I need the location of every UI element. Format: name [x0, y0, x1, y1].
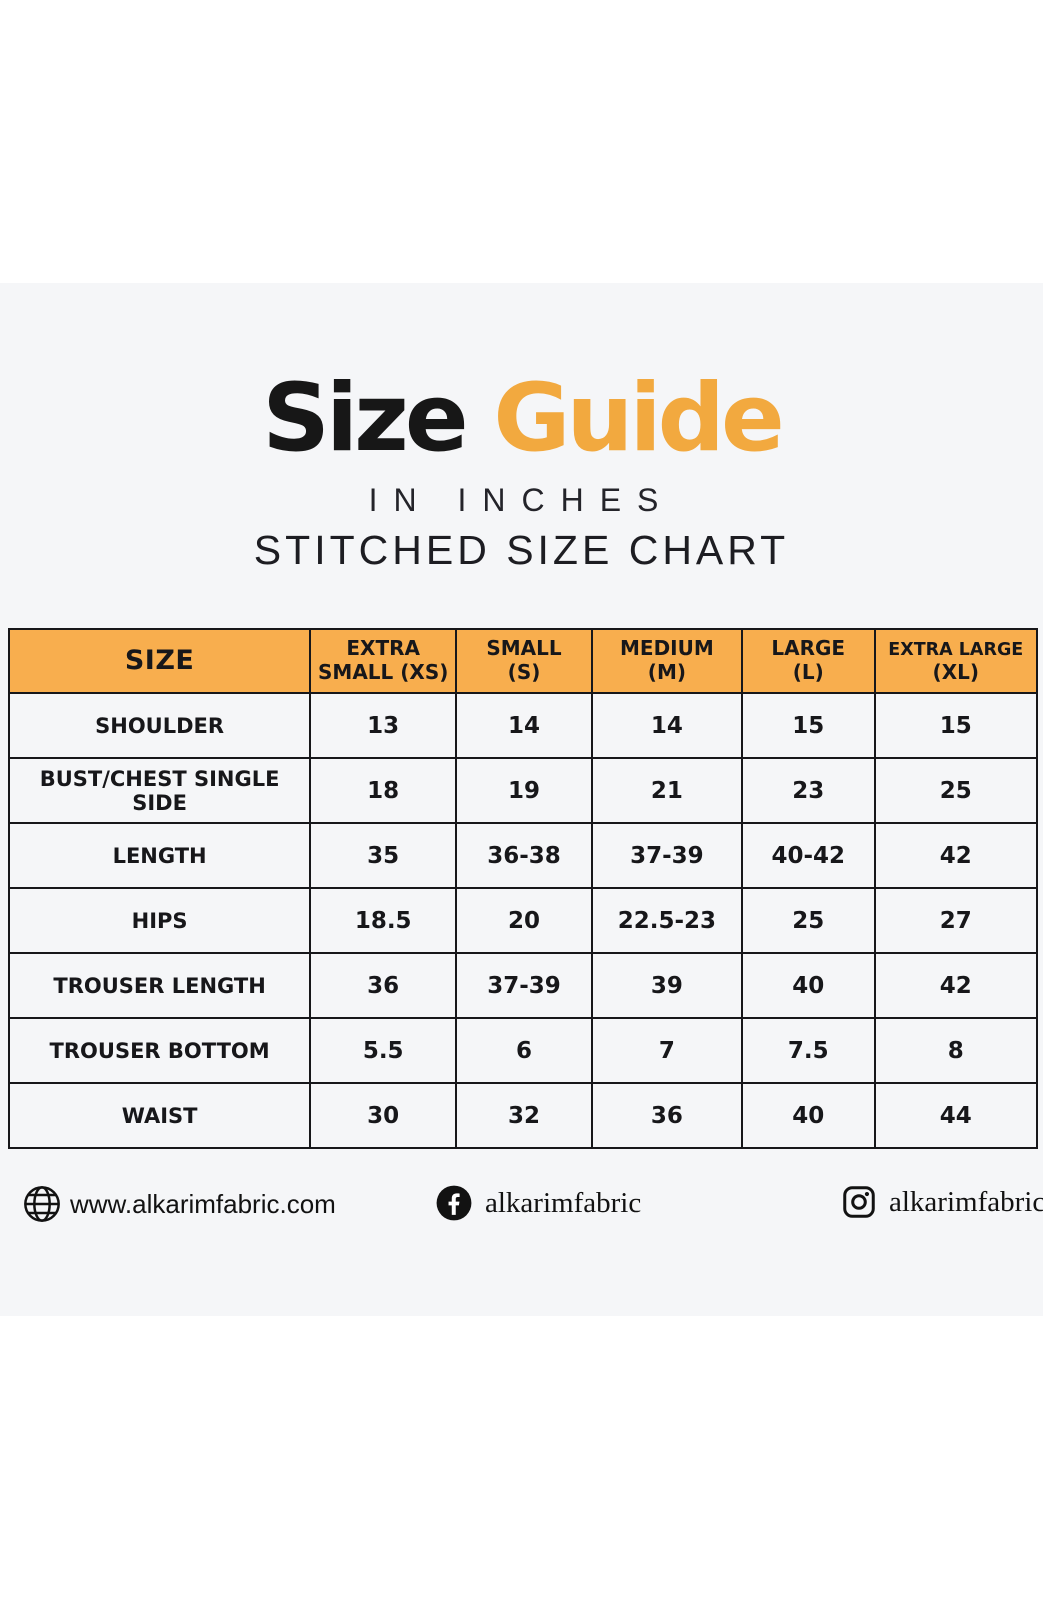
website-url: www.alkarimfabric.com [70, 1188, 336, 1219]
cell-value: 30 [309, 1082, 458, 1149]
instagram-icon [843, 1186, 875, 1218]
page-title: Size Guide [0, 372, 1043, 466]
cell-value: 5.5 [309, 1017, 458, 1084]
cell-value: 14 [590, 692, 743, 759]
cell-value: 36 [590, 1082, 743, 1149]
facebook-handle: alkarimfabric [485, 1186, 642, 1219]
cell-value: 25 [873, 757, 1039, 824]
cell-value: 7.5 [740, 1017, 876, 1084]
cell-value: 37-39 [455, 952, 593, 1019]
title-block: Size Guide IN INCHES STITCHED SIZE CHART [0, 372, 1043, 574]
column-header-xl: EXTRA LARGE (XL) [873, 628, 1039, 694]
cell-value: 23 [740, 757, 876, 824]
row-label: HIPS [7, 887, 312, 954]
facebook-contact: alkarimfabric [435, 1184, 641, 1222]
page-title-orange: Guide [493, 364, 784, 473]
column-header-l: LARGE (L) [740, 628, 876, 694]
row-label: TROUSER BOTTOM [7, 1017, 312, 1084]
page-title-black: Size [262, 364, 468, 473]
row-label: SHOULDER [7, 692, 312, 759]
column-header-m: MEDIUM (M) [590, 628, 743, 694]
globe-icon [24, 1186, 60, 1222]
table-row-trouser-length: TROUSER LENGTH 36 37-39 39 40 42 [7, 952, 1039, 1019]
cell-value: 18 [309, 757, 458, 824]
column-header-size: SIZE [7, 628, 312, 694]
instagram-contact: alkarimfabrics [841, 1184, 1043, 1220]
facebook-icon [436, 1185, 472, 1221]
table-row-length: LENGTH 35 36-38 37-39 40-42 42 [7, 822, 1039, 889]
cell-value: 35 [309, 822, 458, 889]
cell-value: 32 [455, 1082, 593, 1149]
table-row-shoulder: SHOULDER 13 14 14 15 15 [7, 692, 1039, 759]
cell-value: 15 [873, 692, 1039, 759]
cell-value: 37-39 [590, 822, 743, 889]
row-label: TROUSER LENGTH [7, 952, 312, 1019]
cell-value: 20 [455, 887, 593, 954]
subtitle-type: STITCHED SIZE CHART [253, 527, 790, 573]
cell-value: 22.5-23 [590, 887, 743, 954]
cell-value: 36-38 [455, 822, 593, 889]
row-label: LENGTH [7, 822, 312, 889]
column-header-s: SMALL (S) [455, 628, 593, 694]
cell-value: 14 [455, 692, 593, 759]
cell-value: 6 [455, 1017, 593, 1084]
row-label: BUST/CHEST SINGLE SIDE [7, 757, 312, 824]
cell-value: 27 [873, 887, 1039, 954]
cell-value: 40-42 [740, 822, 876, 889]
cell-value: 21 [590, 757, 743, 824]
cell-value: 39 [590, 952, 743, 1019]
footer: www.alkarimfabric.com alkarimfabric alka… [0, 1180, 1043, 1230]
row-label: WAIST [7, 1082, 312, 1149]
cell-value: 7 [590, 1017, 743, 1084]
instagram-handle: alkarimfabrics [889, 1185, 1043, 1218]
cell-value: 13 [309, 692, 458, 759]
cell-value: 40 [740, 1082, 876, 1149]
cell-value: 40 [740, 952, 876, 1019]
cell-value: 19 [455, 757, 593, 824]
table-row-bust-chest: BUST/CHEST SINGLE SIDE 18 19 21 23 25 [7, 757, 1039, 824]
cell-value: 36 [309, 952, 458, 1019]
size-chart-table: SIZE EXTRA SMALL (XS) SMALL (S) MEDIUM (M) … [7, 628, 1039, 1149]
table-row-hips: HIPS 18.5 20 22.5-23 25 27 [7, 887, 1039, 954]
cell-value: 42 [873, 952, 1039, 1019]
cell-value: 15 [740, 692, 876, 759]
cell-value: 42 [873, 822, 1039, 889]
column-header-xs: EXTRA SMALL (XS) [309, 628, 458, 694]
subtitle-units: IN INCHES [368, 482, 675, 518]
table-row-waist: WAIST 30 32 36 40 44 [7, 1082, 1039, 1149]
cell-value: 44 [873, 1082, 1039, 1149]
table-row-trouser-bottom: TROUSER BOTTOM 5.5 6 7 7.5 8 [7, 1017, 1039, 1084]
cell-value: 25 [740, 887, 876, 954]
cell-value: 8 [873, 1017, 1039, 1084]
cell-value: 18.5 [309, 887, 458, 954]
website-contact: www.alkarimfabric.com [22, 1184, 336, 1224]
table-header-row: SIZE EXTRA SMALL (XS) SMALL (S) MEDIUM (M) … [7, 628, 1039, 694]
